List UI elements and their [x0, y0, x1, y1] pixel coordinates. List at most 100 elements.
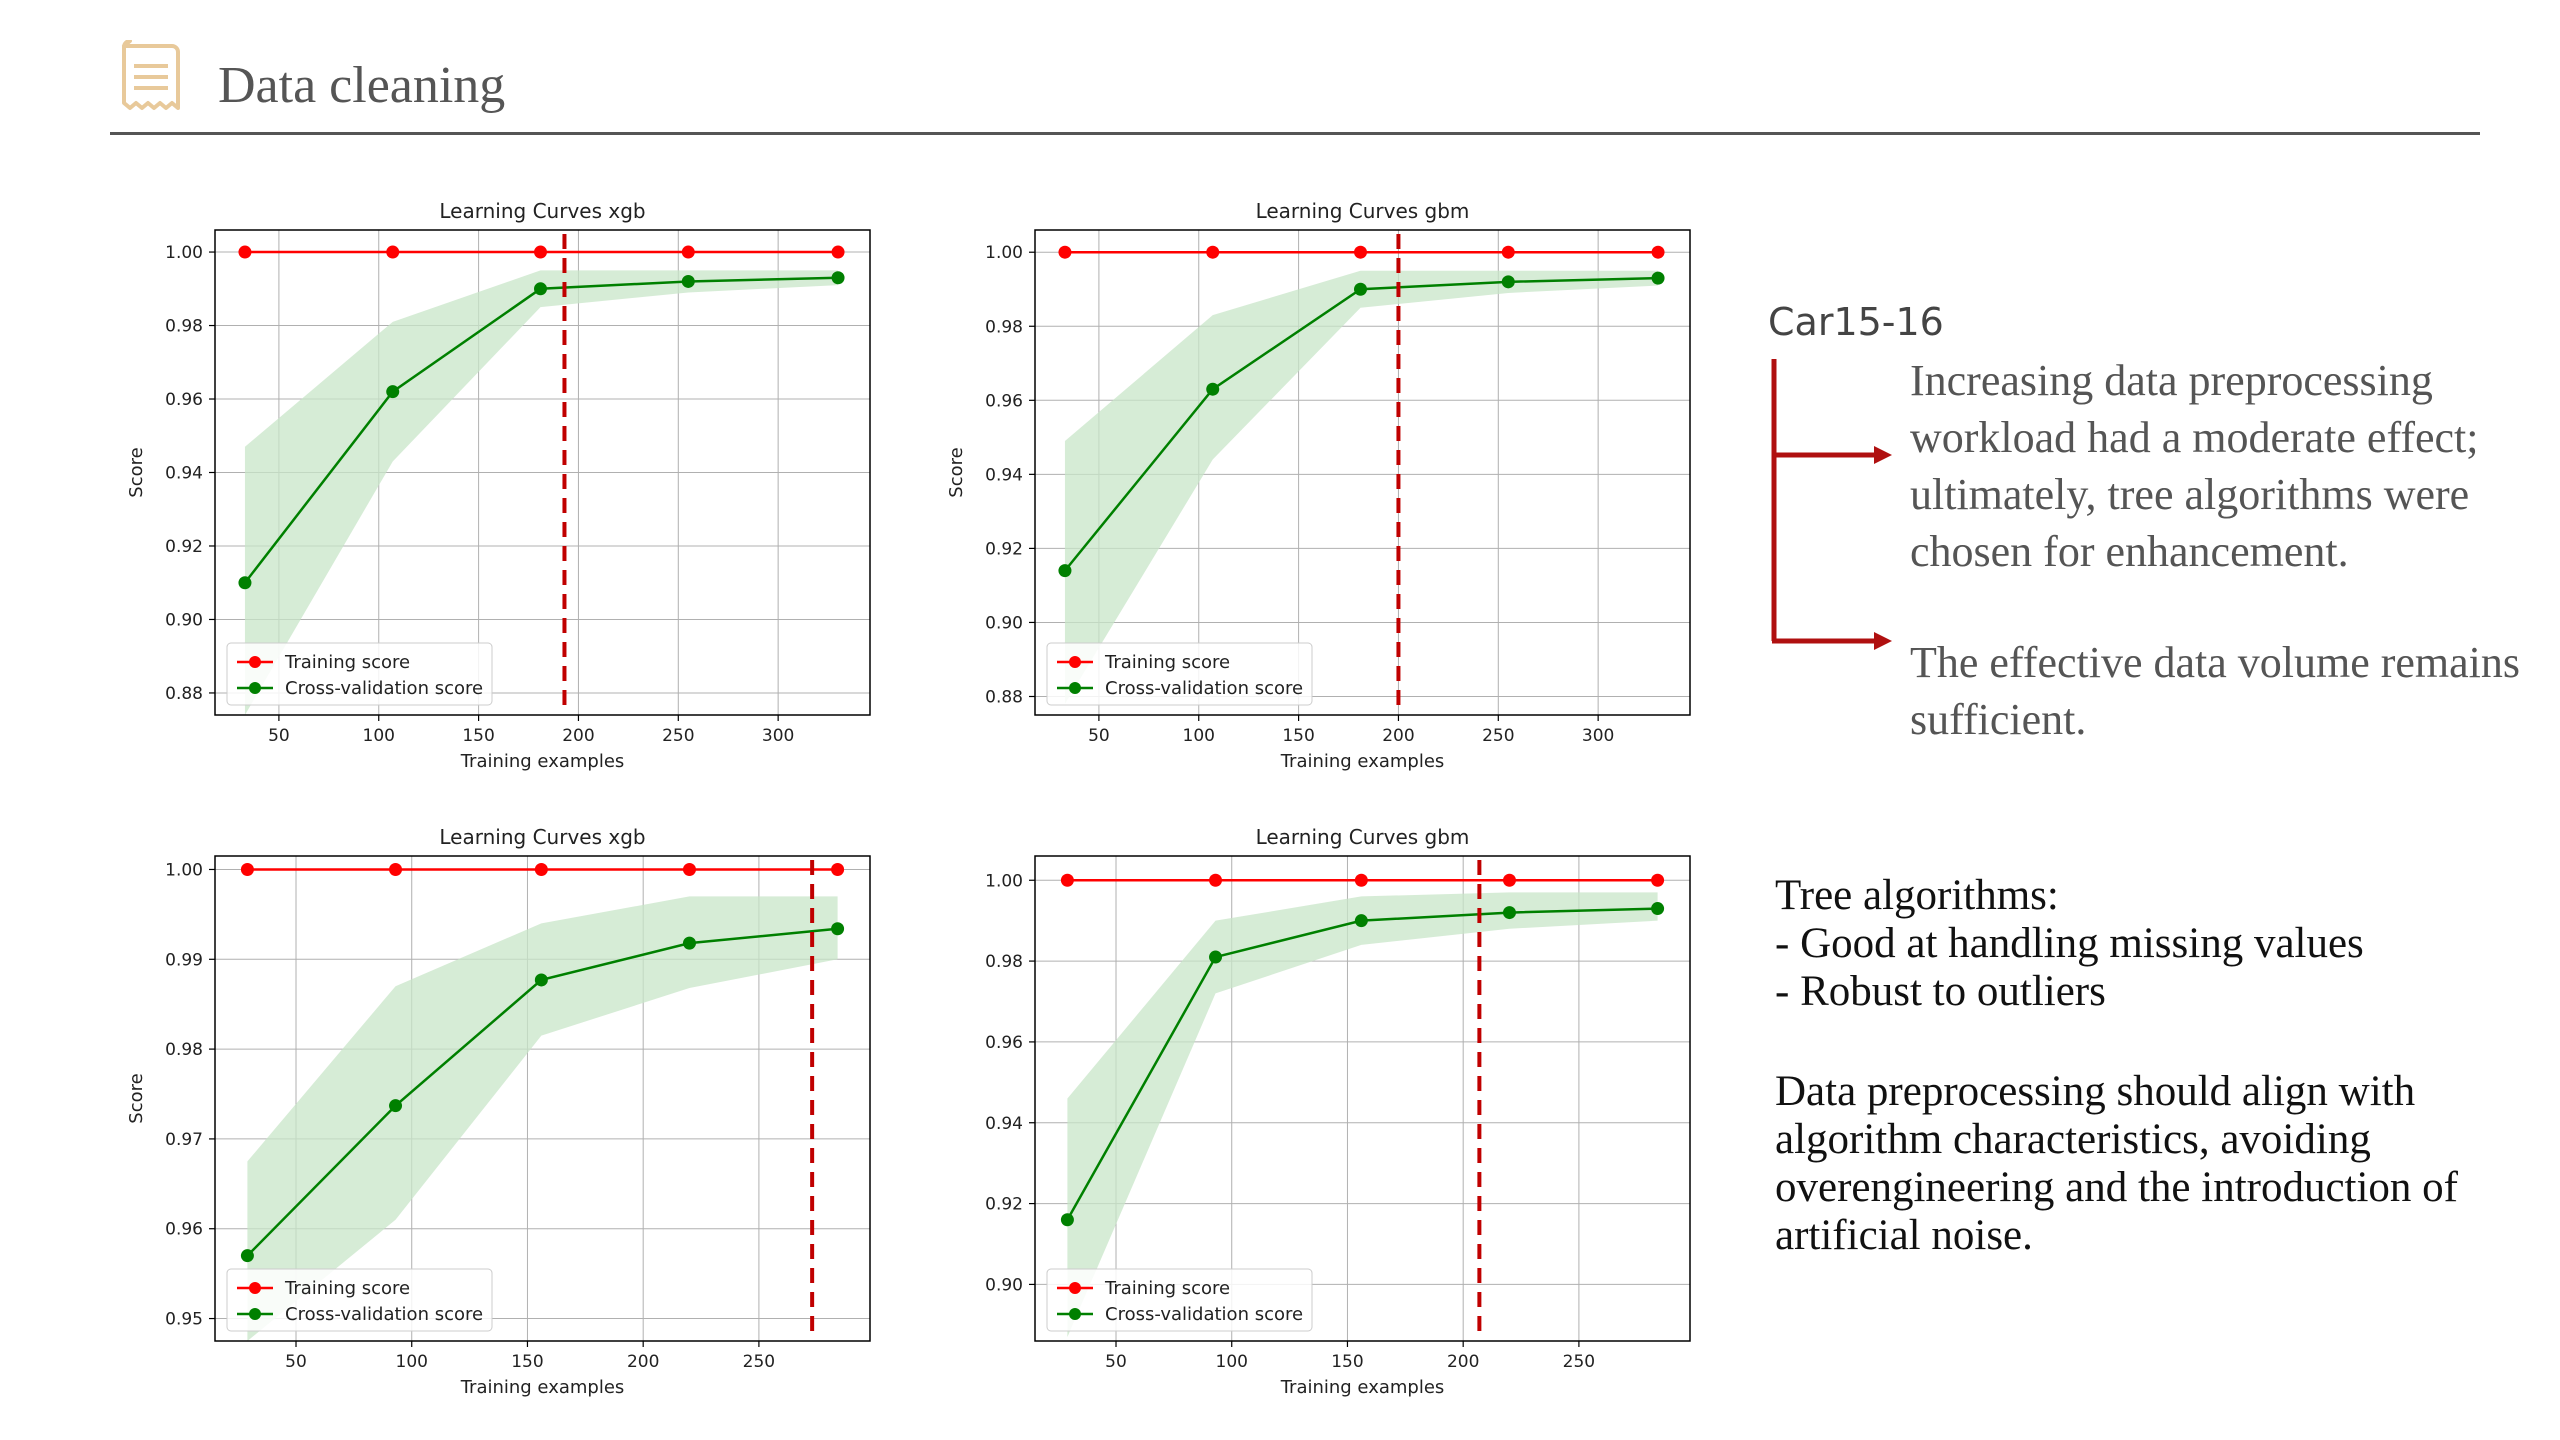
x-tick-label: 300 — [1582, 726, 1614, 746]
y-tick-label: 0.96 — [165, 390, 203, 410]
scroll-document-icon — [122, 40, 180, 110]
training-point — [240, 862, 254, 876]
cv-point — [389, 1099, 403, 1113]
chart-gbm-top: Learning Curves gbm 50 100 150 200 250 300 0.88… — [940, 190, 1760, 790]
legend: Training score Cross-validation score — [226, 642, 493, 706]
legend-box — [1046, 1268, 1313, 1332]
note-data-volume: The effective data volume remains suffic… — [1910, 638, 2521, 744]
y-tick-label: 0.96 — [165, 1220, 203, 1240]
legend-marker — [249, 1282, 261, 1294]
cv-point — [1354, 914, 1368, 928]
chart-xgb-top: Learning Curves xgb 50 100 150 200 250 300 0.88… — [120, 190, 940, 790]
tree-point-missing-values: - Good at handling missing values — [1775, 920, 2364, 967]
y-tick-label: 0.88 — [165, 684, 203, 704]
cv-point — [682, 936, 696, 950]
training-point — [1354, 245, 1368, 259]
page-header: Data cleaning — [110, 36, 2480, 136]
legend-label: Training score — [284, 1278, 410, 1299]
x-tick-label: 100 — [396, 1352, 428, 1372]
cv-confidence-band — [244, 270, 839, 715]
training-point — [1501, 245, 1515, 259]
x-tick-label: 150 — [462, 726, 494, 746]
y-tick-label: 0.96 — [985, 391, 1023, 411]
training-point — [1354, 873, 1368, 887]
y-tick-label: 0.98 — [165, 317, 203, 337]
cv-point — [1501, 275, 1515, 289]
training-point — [831, 862, 845, 876]
training-point — [534, 862, 548, 876]
training-point — [682, 862, 696, 876]
legend: Training score Cross-validation score — [1046, 642, 1313, 706]
training-point — [831, 245, 845, 259]
y-tick-label: 0.88 — [985, 687, 1023, 707]
tree-point-outliers: - Robust to outliers — [1775, 968, 2106, 1015]
legend-box — [226, 1268, 493, 1332]
cv-point — [386, 385, 400, 399]
axes-frame — [1034, 855, 1691, 1342]
y-tick-label: 0.98 — [985, 952, 1023, 972]
legend-box — [1046, 642, 1313, 706]
legend-marker — [1069, 1282, 1081, 1294]
x-tick-label: 50 — [1105, 1352, 1127, 1372]
legend-marker — [249, 682, 261, 694]
training-point — [238, 245, 252, 259]
legend-label: Cross-validation score — [285, 1304, 483, 1325]
y-tick-label: 0.96 — [985, 1033, 1023, 1053]
plot-area — [1060, 860, 1665, 1337]
plot-area — [238, 234, 845, 715]
x-tick-label: 100 — [1183, 726, 1215, 746]
x-axis-label: Training examples — [460, 751, 625, 772]
cv-point — [1060, 1213, 1074, 1227]
preprocessing-guidance: Data preprocessing should align with alg… — [1775, 1068, 2459, 1259]
x-tick-label: 250 — [1563, 1352, 1595, 1372]
y-tick-label: 0.92 — [985, 1195, 1023, 1215]
y-tick-label: 0.90 — [985, 1275, 1023, 1295]
y-tick-label: 1.00 — [165, 243, 203, 263]
legend-label: Cross-validation score — [1105, 1304, 1303, 1325]
x-axis-label: Training examples — [1280, 751, 1445, 772]
x-tick-label: 200 — [1382, 726, 1414, 746]
x-tick-label: 250 — [662, 726, 694, 746]
y-tick-label: 0.94 — [985, 465, 1023, 485]
training-point — [1651, 245, 1665, 259]
y-tick-label: 0.94 — [985, 1114, 1023, 1134]
cv-point — [240, 1249, 254, 1263]
cv-confidence-band — [247, 896, 838, 1341]
y-tick-label: 0.99 — [165, 950, 203, 970]
cv-point — [831, 922, 845, 936]
bracket-arrows — [1771, 359, 1892, 650]
y-tick-label: 0.98 — [165, 1040, 203, 1060]
chart-title: Learning Curves xgb — [439, 199, 645, 223]
y-tick-label: 0.97 — [165, 1130, 203, 1150]
cv-point — [534, 973, 548, 987]
axes-frame — [1034, 229, 1691, 716]
x-tick-label: 250 — [743, 1352, 775, 1372]
y-tick-label: 1.00 — [985, 243, 1023, 263]
y-tick-label: 0.98 — [985, 317, 1023, 337]
plot-area — [240, 860, 845, 1341]
x-axis-label: Training examples — [1280, 1377, 1445, 1398]
tree-algorithms-block: Tree algorithms: - Good at handling miss… — [1775, 872, 2555, 1016]
training-point — [389, 862, 403, 876]
y-tick-label: 1.00 — [165, 860, 203, 880]
cv-score-line — [1066, 907, 1658, 1221]
y-axis-label: Score — [946, 447, 967, 497]
x-tick-label: 50 — [285, 1352, 307, 1372]
training-point — [1651, 873, 1665, 887]
cv-point — [238, 576, 252, 590]
cv-point — [1651, 902, 1665, 916]
legend-label: Training score — [1104, 652, 1230, 673]
header-divider — [110, 132, 2480, 135]
x-tick-label: 200 — [562, 726, 594, 746]
chart-title: Learning Curves gbm — [1256, 199, 1470, 223]
cv-point — [1209, 950, 1223, 964]
legend-marker — [249, 1308, 261, 1320]
x-tick-label: 250 — [1482, 726, 1514, 746]
tree-algorithms-title: Tree algorithms: — [1775, 872, 2059, 919]
cv-confidence-band — [1064, 270, 1659, 704]
training-point — [1206, 245, 1220, 259]
training-point — [1502, 873, 1516, 887]
legend-label: Training score — [284, 652, 410, 673]
training-point — [681, 245, 695, 259]
chart-title: Learning Curves gbm — [1256, 825, 1470, 849]
